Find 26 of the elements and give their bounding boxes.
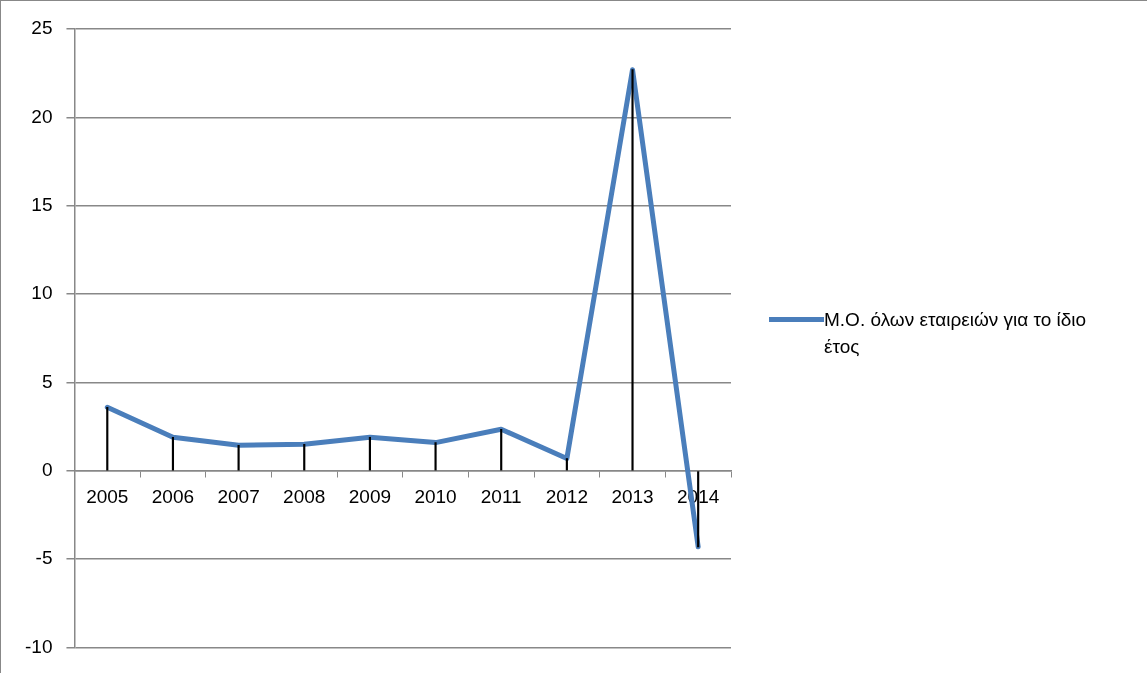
bar xyxy=(434,442,437,471)
legend-label: Μ.Ο. όλων εταιρειών για το ίδιο έτος xyxy=(824,308,1088,359)
bar xyxy=(237,444,240,471)
x-tick-label: 2011 xyxy=(480,486,522,508)
y-tick-label: 5 xyxy=(41,370,53,392)
x-tick-label: 2009 xyxy=(348,486,392,508)
x-tick-label: 2007 xyxy=(217,486,260,508)
x-tick-label: 2012 xyxy=(545,486,589,508)
x-tick-label: 2013 xyxy=(611,486,654,508)
bar xyxy=(303,444,306,471)
x-tick-label: 2008 xyxy=(283,486,326,508)
y-tick-label: 10 xyxy=(31,282,53,304)
x-tick-label: 2010 xyxy=(414,486,457,508)
y-tick-label: -5 xyxy=(35,547,53,569)
y-tick-label: 25 xyxy=(31,17,53,39)
y-tick-label: 20 xyxy=(31,105,53,127)
bar xyxy=(106,406,109,471)
y-tick-label: -10 xyxy=(24,635,53,657)
bar xyxy=(171,436,175,471)
y-tick-label: 0 xyxy=(41,459,53,481)
x-tick-label: 2005 xyxy=(86,486,129,508)
bar xyxy=(500,428,503,471)
bar xyxy=(368,436,371,471)
y-tick-label: 15 xyxy=(31,193,53,215)
bar xyxy=(631,69,634,471)
x-tick-label: 2006 xyxy=(151,486,195,508)
